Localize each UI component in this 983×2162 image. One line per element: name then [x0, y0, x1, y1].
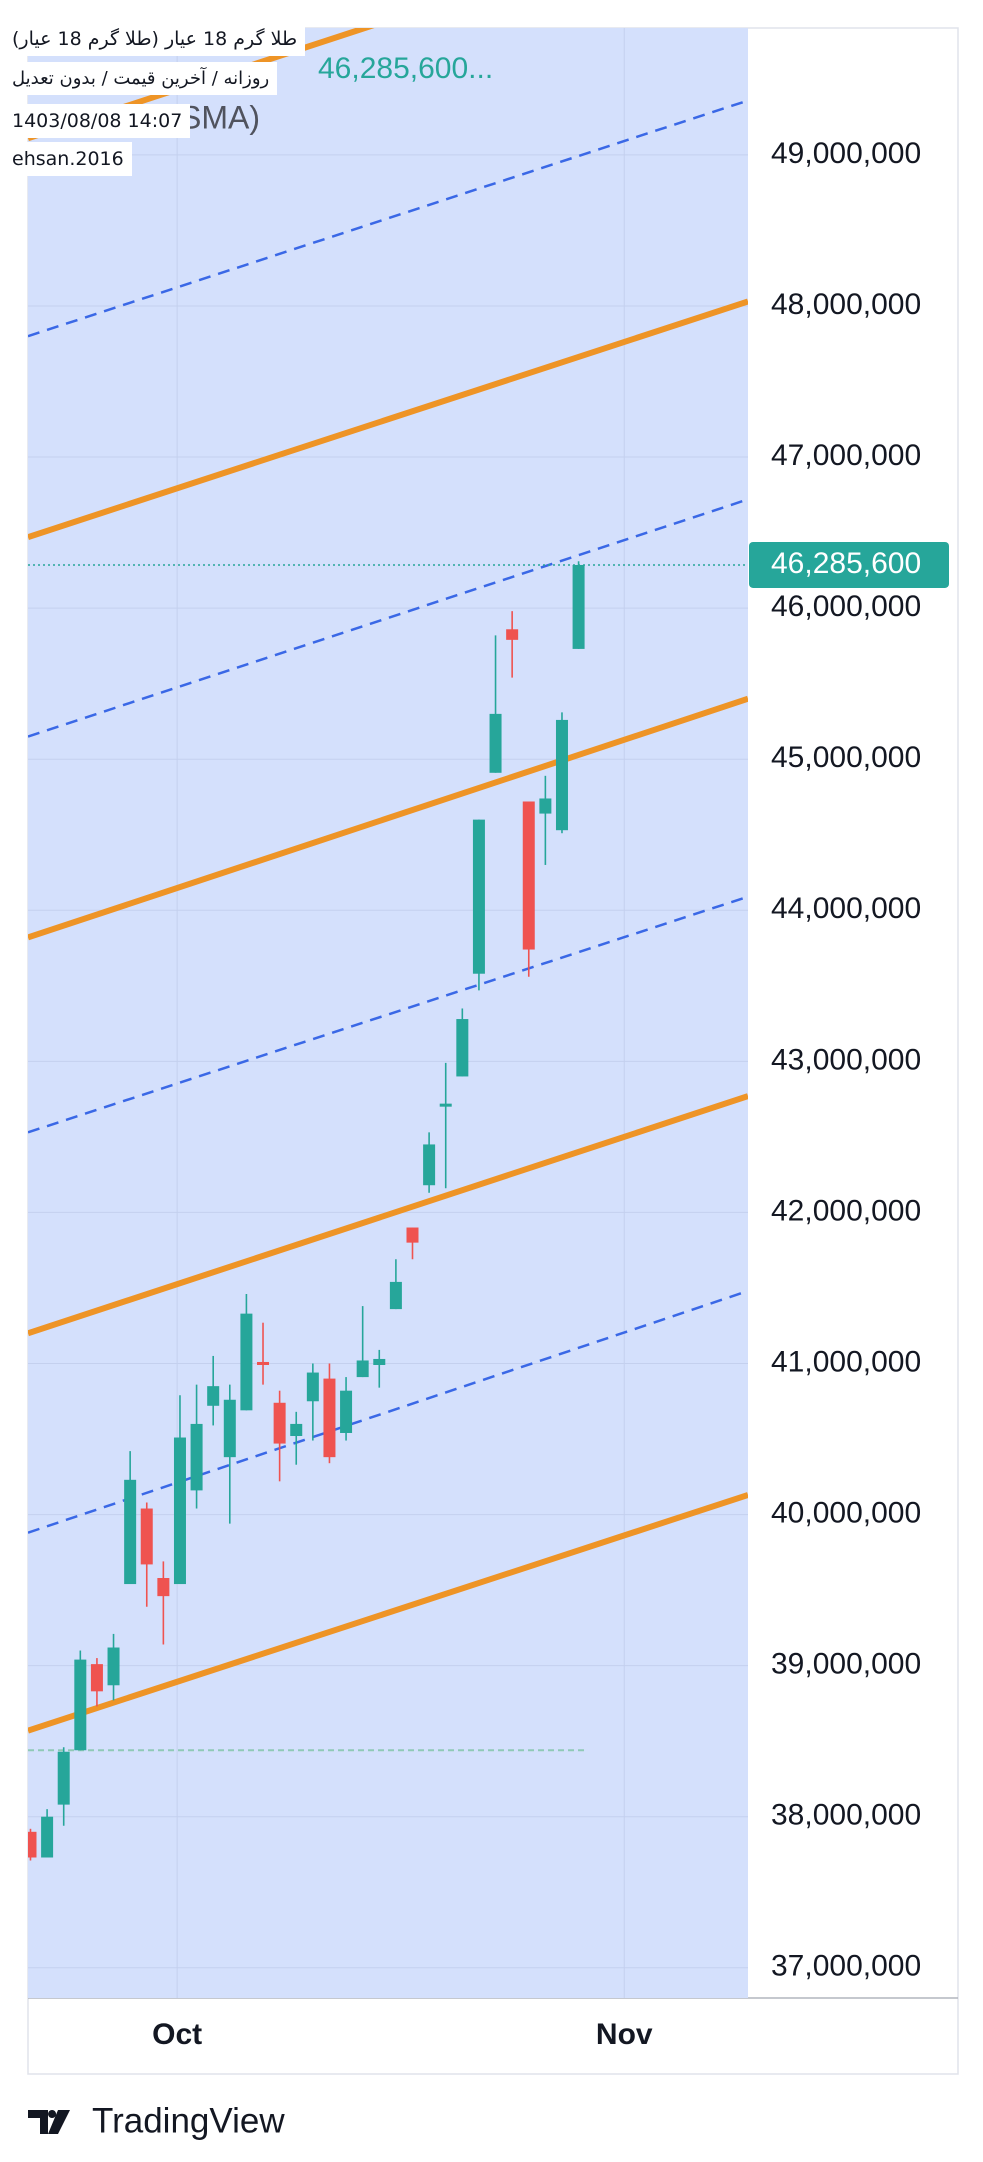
y-tick-label: 48,000,000 [771, 288, 921, 321]
candle-body [539, 798, 552, 814]
legend-author: ehsan.2016 [4, 142, 132, 176]
candle-body [90, 1664, 103, 1692]
candle-body [140, 1508, 153, 1565]
candle-body [522, 801, 535, 950]
candle-body [173, 1437, 186, 1585]
candle-body [273, 1402, 286, 1444]
candle-body [373, 1358, 386, 1366]
branding: TradingView [92, 2101, 285, 2140]
x-tick-label: Oct [152, 2018, 202, 2051]
channel-line [28, 1093, 748, 1337]
last-price-label: 46,285,600 [771, 547, 921, 580]
candle-body [306, 1372, 319, 1402]
candle-body [28, 1831, 37, 1858]
candle-body [240, 1313, 253, 1411]
y-tick-label: 41,000,000 [771, 1345, 921, 1378]
axes: 37,000,000 38,000,000 39,000,000 40,000,000… [152, 137, 949, 2051]
channel-line [28, 695, 748, 941]
candle-body [340, 1390, 353, 1433]
logo-icon [28, 2110, 70, 2134]
y-tick-label: 46,000,000 [771, 590, 921, 623]
last-price-badge [749, 541, 949, 588]
plot-area [28, 28, 748, 1998]
header-fragment: SMA) [180, 99, 260, 135]
channel-midline [28, 498, 748, 738]
legend-title: طلا گرم 18 عیار (طلا گرم 18 عیار) [4, 22, 306, 56]
candle-body [190, 1423, 203, 1491]
y-tick-label: 38,000,000 [771, 1799, 921, 1832]
channel-midline [28, 1289, 748, 1534]
candle-body [506, 629, 519, 640]
x-tick-label: Nov [596, 2018, 653, 2051]
candle-body [57, 1751, 70, 1805]
y-tick-label: 49,000,000 [771, 137, 921, 170]
candle-body [555, 719, 568, 831]
y-tick-label: 39,000,000 [771, 1648, 921, 1681]
candle-body [223, 1399, 236, 1458]
channel-line [28, 298, 748, 540]
candle-body [423, 1144, 436, 1186]
candle-body [439, 1103, 452, 1107]
y-tick-label: 42,000,000 [771, 1194, 921, 1227]
candle-body [124, 1479, 137, 1585]
y-tick-label: 44,000,000 [771, 892, 921, 925]
candle-body [323, 1378, 336, 1458]
candle-body [157, 1578, 170, 1597]
y-tick-label: 45,000,000 [771, 741, 921, 774]
legend-timestamp: 1403/08/08 14:07 [4, 104, 191, 138]
y-tick-label: 43,000,000 [771, 1043, 921, 1076]
y-tick-label: 40,000,000 [771, 1496, 921, 1529]
legend-subtitle: روزانه / آخرین قیمت / بدون تعدیل [4, 62, 278, 95]
y-tick-label: 37,000,000 [771, 1950, 921, 1983]
y-tick-label: 47,000,000 [771, 439, 921, 472]
channel-midline [28, 99, 748, 338]
candle-body [207, 1386, 220, 1406]
candle-body [472, 819, 485, 974]
channel-midline [28, 895, 748, 1134]
candle-body [489, 713, 502, 773]
header-value: 46,285,600... [318, 52, 493, 85]
logo: TradingView [28, 2101, 285, 2140]
candle-body [356, 1360, 369, 1378]
candle-body [389, 1281, 402, 1310]
candle-body [41, 1816, 54, 1858]
candle-body [74, 1659, 87, 1751]
candle-body [290, 1423, 303, 1437]
candle-body [257, 1361, 270, 1366]
candle-body [406, 1227, 419, 1243]
plot-background [28, 28, 748, 1998]
channel-line [28, 1492, 748, 1734]
channel-line [28, 28, 375, 142]
candle-body [456, 1019, 469, 1077]
candle-body [107, 1647, 120, 1686]
candle-body [572, 564, 585, 649]
